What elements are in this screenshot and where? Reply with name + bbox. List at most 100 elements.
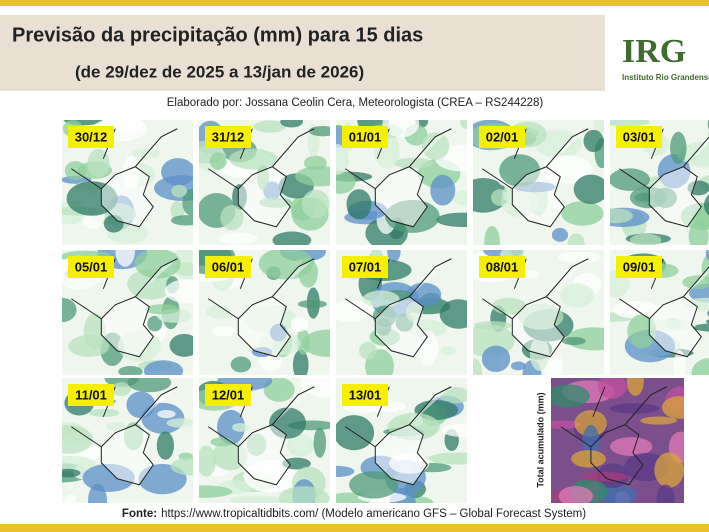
subtitle: (de 29/dez de 2025 a 13/jan de 2026)	[75, 62, 364, 81]
logo-acronym: IRG	[622, 33, 686, 70]
rain-area	[199, 445, 216, 477]
map-grid: 30/12 31/12 01/01 02/01 03/01 05/01 06/01 07/01…	[62, 120, 709, 503]
date-badge	[205, 256, 251, 278]
rain-area	[393, 157, 434, 169]
rain-area	[280, 120, 304, 128]
rain-area	[169, 333, 193, 357]
map-panel: 07/01	[336, 250, 467, 375]
rain-area	[229, 148, 278, 170]
date-badge	[342, 126, 388, 148]
rain-area	[609, 403, 660, 414]
map-content	[199, 250, 330, 375]
rain-area	[68, 334, 110, 357]
rain-area	[170, 457, 193, 476]
rain-area	[408, 414, 423, 426]
rain-area	[573, 174, 604, 204]
rain-area	[441, 423, 467, 438]
rain-area	[336, 465, 355, 477]
rain-area	[428, 452, 467, 465]
rain-area	[558, 485, 593, 503]
map-panel: 09/01	[610, 250, 709, 375]
rain-area	[691, 358, 709, 375]
map-panel: 13/01	[336, 378, 467, 503]
rain-area	[118, 366, 143, 375]
map-content	[62, 378, 193, 503]
rain-area	[561, 336, 586, 346]
rain-area	[346, 189, 372, 220]
rain-area	[301, 189, 330, 219]
rain-area	[313, 427, 327, 458]
map-panel: 08/01	[473, 250, 604, 375]
rain-area	[436, 212, 467, 228]
rain-area	[634, 193, 653, 202]
border-outline	[208, 258, 315, 358]
date-badge	[479, 256, 525, 278]
rain-area	[705, 250, 709, 261]
border-outline	[619, 258, 709, 358]
rain-area	[230, 356, 252, 373]
rain-area	[209, 152, 227, 170]
rain-area	[640, 416, 677, 425]
border-outline	[560, 386, 668, 486]
logo-name: Instituto Rio Grandense	[622, 73, 709, 82]
rain-area	[484, 225, 500, 245]
rain-area	[583, 129, 604, 153]
border-outline	[208, 386, 315, 486]
rain-area	[551, 420, 582, 429]
border-outline	[345, 258, 452, 358]
rain-area	[290, 316, 309, 332]
rain-area	[62, 468, 81, 478]
rain-area	[88, 408, 120, 417]
rain-area	[302, 329, 330, 358]
rain-area	[610, 208, 633, 224]
date-label: 06/01	[212, 259, 245, 274]
rain-area	[111, 382, 131, 397]
rain-area	[106, 421, 126, 431]
rain-area	[300, 378, 330, 398]
rain-area	[362, 290, 400, 308]
border-outline	[71, 258, 178, 358]
date-label: 01/01	[349, 129, 382, 144]
border-outline	[208, 128, 315, 228]
rain-area	[387, 250, 401, 262]
rain-area	[303, 155, 327, 171]
rain-area	[62, 297, 77, 323]
rain-area	[219, 232, 258, 245]
date-label: 11/01	[75, 387, 107, 402]
rain-area	[561, 201, 604, 226]
map-panel	[551, 378, 684, 503]
date-label: 30/12	[75, 129, 108, 144]
rain-area	[336, 170, 356, 194]
rain-area	[349, 471, 399, 499]
rain-area	[574, 410, 607, 437]
date-badge	[68, 384, 114, 406]
date-label: 07/01	[349, 259, 382, 274]
border-outline	[482, 258, 589, 358]
rain-area	[212, 325, 236, 337]
rain-area	[164, 279, 193, 304]
rain-area	[170, 201, 185, 220]
map-panel: 31/12	[199, 120, 330, 245]
date-label: 05/01	[75, 259, 108, 274]
map-panel: 02/01	[473, 120, 604, 245]
rain-area	[62, 455, 96, 472]
rain-area	[703, 194, 709, 216]
map-panel: 03/01	[610, 120, 709, 245]
date-badge	[616, 126, 662, 148]
rain-area	[571, 450, 607, 468]
rain-area	[440, 346, 457, 356]
top-strip	[0, 0, 709, 6]
rain-area	[473, 358, 483, 375]
map-content	[551, 378, 684, 503]
rain-area	[557, 251, 602, 263]
rain-area	[610, 120, 650, 127]
rain-area	[278, 486, 330, 503]
bottom-strip	[0, 524, 709, 532]
rain-area	[510, 361, 526, 371]
rain-area	[673, 349, 686, 375]
rain-area	[422, 132, 450, 160]
border-outline	[345, 386, 452, 486]
rain-area	[272, 231, 312, 245]
date-label: 03/01	[623, 129, 656, 144]
